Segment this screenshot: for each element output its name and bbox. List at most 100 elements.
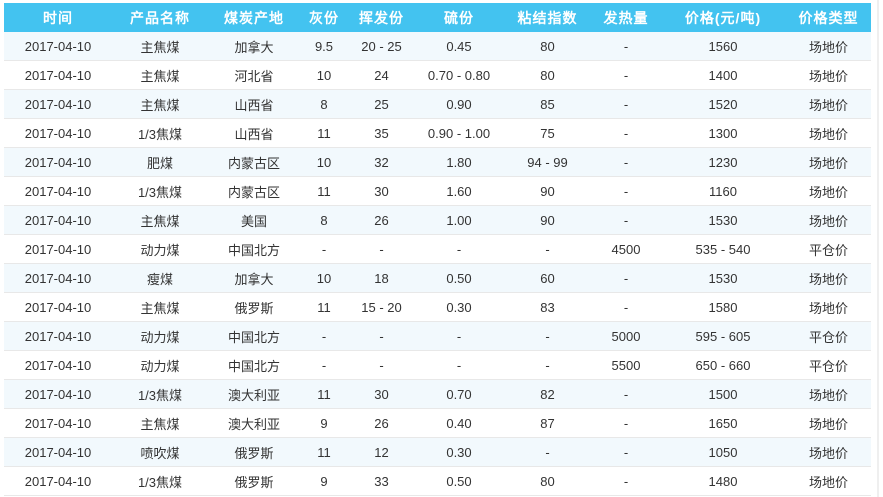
cell-sulfur: 0.90 - 1.00 <box>415 118 503 148</box>
cell-time: 2017-04-10 <box>4 292 112 322</box>
cell-calorific: 4500 <box>592 234 660 264</box>
table-row: 2017-04-10 1/3焦煤 山西省 11 35 0.90 - 1.00 75-1300… <box>4 118 871 148</box>
cell-product: 主焦煤 <box>112 89 208 119</box>
cell-ash: 9.5 <box>300 32 348 61</box>
cell-ptype: 场地价 <box>786 263 871 293</box>
cell-origin: 美国 <box>208 205 300 235</box>
cell-sulfur: 0.70 - 0.80 <box>415 60 503 90</box>
table-row: 2017-04-10 肥煤 内蒙古区 10 32 1.80 94 - 99-1230 场地价 <box>4 147 871 177</box>
cell-product: 动力煤 <box>112 321 208 351</box>
cell-ptype: 场地价 <box>786 292 871 322</box>
cell-sulfur: - <box>415 321 503 351</box>
cell-sulfur: 1.80 <box>415 147 503 177</box>
cell-calorific: 5500 <box>592 350 660 380</box>
cell-ash: 10 <box>300 60 348 90</box>
cell-product: 1/3焦煤 <box>112 118 208 148</box>
cell-volatile: 18 <box>348 263 415 293</box>
cell-ash: 10 <box>300 263 348 293</box>
cell-calorific: - <box>592 205 660 235</box>
table-row: 2017-04-10 喷吹煤 俄罗斯 11 12 0.30- -1050 场地价 <box>4 437 871 467</box>
table-row: 2017-04-10 主焦煤 山西省 8 25 0.90 85-1520 场地价 <box>4 89 871 119</box>
cell-price: 1230 <box>660 147 786 177</box>
cell-origin: 内蒙古区 <box>208 176 300 206</box>
cell-volatile: 33 <box>348 466 415 496</box>
cell-volatile: - <box>348 350 415 380</box>
cell-volatile: 32 <box>348 147 415 177</box>
cell-time: 2017-04-10 <box>4 32 112 61</box>
column-header-calorific: 发热量 <box>592 3 660 32</box>
cell-origin: 俄罗斯 <box>208 466 300 496</box>
cell-origin: 山西省 <box>208 89 300 119</box>
cell-ptype: 场地价 <box>786 118 871 148</box>
cell-origin: 山西省 <box>208 118 300 148</box>
cell-ptype: 场地价 <box>786 466 871 496</box>
cell-volatile: 30 <box>348 176 415 206</box>
cell-caking: 83 <box>503 292 592 322</box>
cell-sulfur: 0.30 <box>415 437 503 467</box>
cell-caking: - <box>503 234 592 264</box>
cell-origin: 河北省 <box>208 60 300 90</box>
cell-sulfur: 0.70 <box>415 379 503 409</box>
table-row: 2017-04-10 主焦煤 加拿大 9.5 20 - 25 0.45 80-1560 场地价 <box>4 32 871 61</box>
cell-price: 595 - 605 <box>660 321 786 351</box>
table-row: 2017-04-10 动力煤 中国北方 - - - -4500 535 - 540 平仓价 <box>4 234 871 264</box>
table-row: 2017-04-10 1/3焦煤 内蒙古区 11 30 1.60 90-1160 场地价 <box>4 176 871 206</box>
cell-ptype: 场地价 <box>786 147 871 177</box>
cell-calorific: - <box>592 466 660 496</box>
cell-sulfur: 0.45 <box>415 32 503 61</box>
cell-volatile: 26 <box>348 205 415 235</box>
cell-price: 1530 <box>660 205 786 235</box>
cell-ash: - <box>300 234 348 264</box>
cell-calorific: - <box>592 408 660 438</box>
cell-time: 2017-04-10 <box>4 263 112 293</box>
cell-volatile: 20 - 25 <box>348 32 415 61</box>
cell-origin: 内蒙古区 <box>208 147 300 177</box>
cell-volatile: 12 <box>348 437 415 467</box>
table-row: 2017-04-10 1/3焦煤 澳大利亚 11 30 0.70 82-1500 场地价 <box>4 379 871 409</box>
cell-time: 2017-04-10 <box>4 437 112 467</box>
cell-product: 动力煤 <box>112 350 208 380</box>
table-body: 2017-04-10 主焦煤 加拿大 9.5 20 - 25 0.45 80-1560 场地价… <box>4 32 871 496</box>
cell-ash: 8 <box>300 89 348 119</box>
table-row: 2017-04-10 主焦煤 河北省 10 24 0.70 - 0.80 80-1400 场地… <box>4 60 871 90</box>
cell-calorific: - <box>592 89 660 119</box>
cell-price: 1530 <box>660 263 786 293</box>
table-row: 2017-04-10 主焦煤 澳大利亚 9 26 0.40 87-1650 场地价 <box>4 408 871 438</box>
cell-ash: 11 <box>300 176 348 206</box>
cell-calorific: - <box>592 379 660 409</box>
cell-calorific: - <box>592 32 660 61</box>
cell-caking: 85 <box>503 89 592 119</box>
column-header-sulfur: 硫份 <box>415 3 503 32</box>
column-header-ptype: 价格类型 <box>786 3 871 32</box>
cell-sulfur: 0.90 <box>415 89 503 119</box>
cell-time: 2017-04-10 <box>4 89 112 119</box>
cell-origin: 中国北方 <box>208 234 300 264</box>
table-row: 2017-04-10 动力煤 中国北方 - - - -5500 650 - 660 平仓价 <box>4 350 871 380</box>
cell-ptype: 平仓价 <box>786 350 871 380</box>
column-header-origin: 煤炭产地 <box>208 3 300 32</box>
cell-price: 1160 <box>660 176 786 206</box>
cell-time: 2017-04-10 <box>4 408 112 438</box>
cell-calorific: - <box>592 118 660 148</box>
cell-price: 1300 <box>660 118 786 148</box>
cell-ptype: 场地价 <box>786 176 871 206</box>
cell-price: 1500 <box>660 379 786 409</box>
cell-ash: 11 <box>300 292 348 322</box>
cell-sulfur: 0.50 <box>415 263 503 293</box>
cell-product: 主焦煤 <box>112 32 208 61</box>
cell-price: 1400 <box>660 60 786 90</box>
cell-volatile: - <box>348 234 415 264</box>
table-row: 2017-04-10 主焦煤 俄罗斯 11 15 - 20 0.30 83-1580 场地价 <box>4 292 871 322</box>
cell-volatile: 15 - 20 <box>348 292 415 322</box>
cell-caking: - <box>503 350 592 380</box>
cell-sulfur: - <box>415 234 503 264</box>
cell-sulfur: - <box>415 350 503 380</box>
cell-price: 1050 <box>660 437 786 467</box>
cell-origin: 澳大利亚 <box>208 379 300 409</box>
cell-time: 2017-04-10 <box>4 147 112 177</box>
cell-calorific: - <box>592 292 660 322</box>
cell-calorific: - <box>592 176 660 206</box>
cell-ash: - <box>300 350 348 380</box>
table-row: 2017-04-10 1/3焦煤 俄罗斯 9 33 0.50 80-1480 场地价 <box>4 466 871 496</box>
